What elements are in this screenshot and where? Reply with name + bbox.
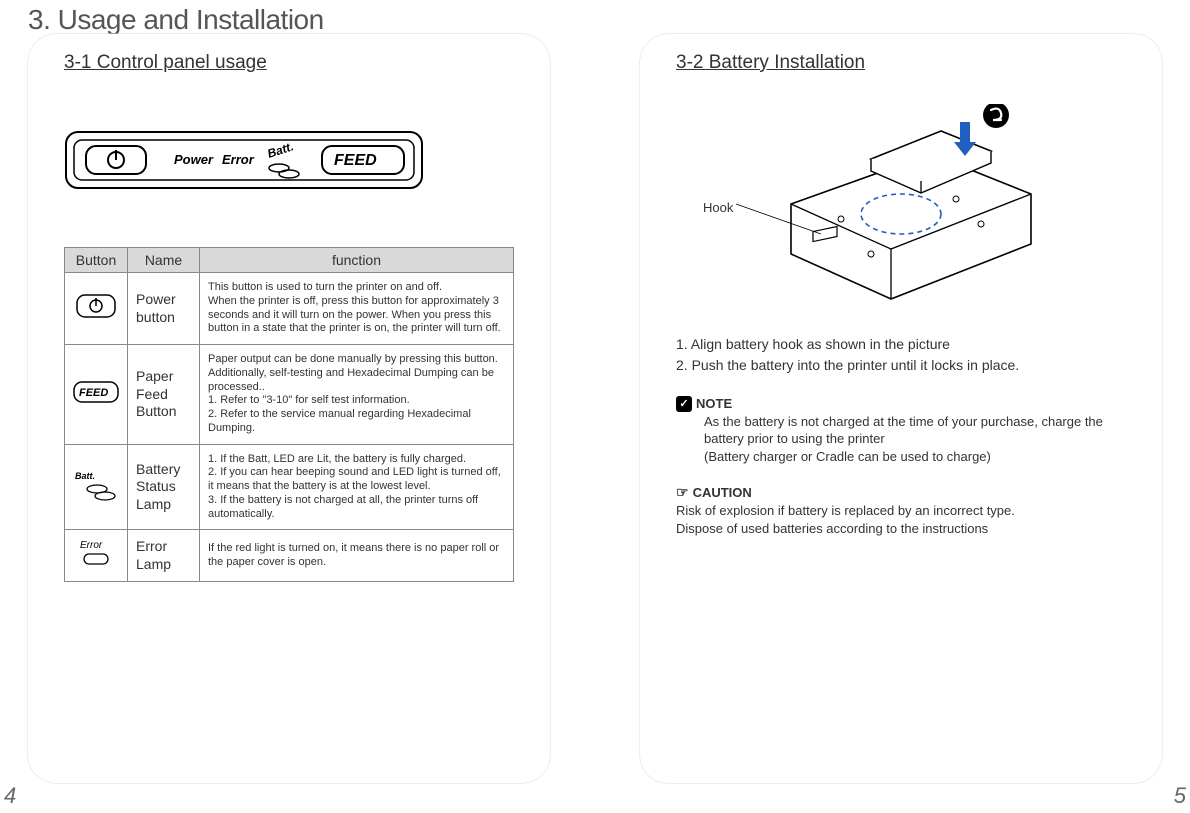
caution-label: CAUTION (693, 484, 752, 502)
note-block: ✓ NOTE As the battery is not charged at … (676, 394, 1126, 465)
row-name: Paper Feed Button (128, 345, 200, 445)
row-func: Paper output can be done manually by pre… (200, 345, 514, 445)
page-number-right: 5 (1174, 783, 1186, 809)
hook-label: Hook (703, 200, 733, 215)
table-row: Batt. Battery Status Lamp 1. If the Batt… (65, 444, 514, 530)
batt-icon: Batt. (75, 469, 117, 501)
table-row: FEED Paper Feed Button Paper output can … (65, 345, 514, 445)
row-func: 1. If the Batt, LED are Lit, the battery… (200, 444, 514, 530)
step-1: 1. Align battery hook as shown in the pi… (676, 334, 1126, 355)
control-table: Button Name function Power button T (64, 247, 514, 582)
page-left: 3-1 Control panel usage Power Error Batt… (28, 34, 550, 783)
control-panel-figure: Power Error Batt. FEED (64, 122, 424, 202)
col-function: function (200, 248, 514, 273)
caution-body: Risk of explosion if battery is replaced… (676, 502, 1126, 537)
check-icon: ✓ (676, 396, 692, 412)
page-right: 3-2 Battery Installation Hook (640, 34, 1162, 783)
power-icon (76, 294, 116, 318)
caution-block: ☞ CAUTION Risk of explosion if battery i… (676, 483, 1126, 537)
svg-text:Batt.: Batt. (75, 471, 95, 481)
col-name: Name (128, 248, 200, 273)
feed-icon: FEED (73, 381, 119, 403)
panel-label-power: Power (174, 152, 214, 167)
row-name: Power button (128, 273, 200, 345)
table-row: Error Error Lamp If the red light is tur… (65, 530, 514, 582)
row-name: Error Lamp (128, 530, 200, 582)
note-body: As the battery is not charged at the tim… (676, 413, 1126, 466)
row-func: This button is used to turn the printer … (200, 273, 514, 345)
install-steps: 1. Align battery hook as shown in the pi… (676, 334, 1126, 376)
battery-figure: Hook (731, 104, 1071, 304)
note-label: NOTE (696, 395, 732, 413)
panel-label-error: Error (222, 152, 255, 167)
svg-text:FEED: FEED (79, 387, 108, 399)
page-number-left: 4 (4, 783, 16, 809)
table-row: Power button This button is used to turn… (65, 273, 514, 345)
col-button: Button (65, 248, 128, 273)
subhead-3-2: 3-2 Battery Installation (676, 52, 1126, 74)
step-2: 2. Push the battery into the printer unt… (676, 355, 1126, 376)
error-icon: Error (76, 538, 116, 568)
hand-point-icon: ☞ (676, 483, 689, 502)
svg-text:Error: Error (80, 540, 103, 551)
panel-label-feed: FEED (334, 152, 377, 169)
section-title: 3. Usage and Installation (28, 4, 324, 36)
row-name: Battery Status Lamp (128, 444, 200, 530)
row-func: If the red light is turned on, it means … (200, 530, 514, 582)
subhead-3-1: 3-1 Control panel usage (64, 52, 514, 74)
